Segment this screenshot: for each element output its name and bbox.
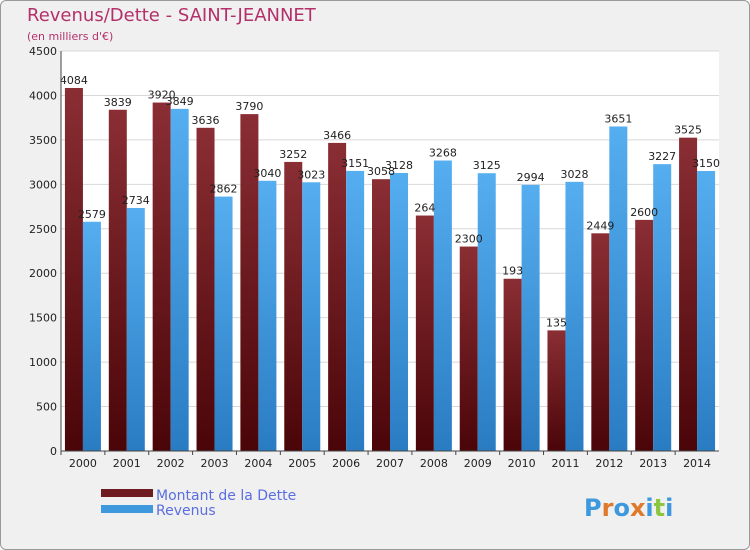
data-label-revenus: 2579 — [78, 208, 106, 221]
bar-revenus — [477, 173, 496, 451]
data-label-dette: 2449 — [586, 219, 614, 232]
x-tick-label: 2006 — [332, 457, 360, 470]
data-label-revenus: 3028 — [560, 168, 588, 181]
legend-label-dette: Montant de la Dette — [156, 488, 296, 504]
chart-subtitle: (en milliers d'€) — [27, 30, 114, 43]
x-tick-label: 2013 — [639, 457, 667, 470]
legend-swatch-dette — [101, 489, 153, 497]
chart-title: Revenus/Dette - SAINT-JEANNET — [27, 5, 316, 26]
bar-dette — [547, 330, 566, 451]
y-tick-label: 4000 — [29, 89, 57, 102]
x-tick-label: 2009 — [464, 457, 492, 470]
bar-dette — [196, 127, 215, 452]
data-label-dette: 3790 — [235, 100, 263, 113]
bar-dette — [415, 215, 434, 451]
bar-revenus — [214, 196, 233, 451]
bar-revenus — [565, 181, 584, 451]
proxiti-logo: Proxiti — [584, 494, 673, 522]
x-tick-label: 2000 — [69, 457, 97, 470]
data-label-revenus: 3849 — [166, 95, 194, 108]
bar-revenus — [609, 126, 628, 451]
bar-dette — [240, 114, 259, 451]
data-label-revenus: 3040 — [253, 167, 281, 180]
data-label-revenus: 3150 — [692, 157, 720, 170]
bar-dette — [635, 219, 654, 451]
bar-revenus — [346, 170, 365, 451]
bar-dette — [64, 87, 83, 451]
data-label-dette: 3636 — [192, 114, 220, 127]
bar-revenus — [390, 172, 408, 451]
x-tick-label: 2002 — [157, 457, 185, 470]
bar-dette — [328, 142, 347, 451]
data-label-revenus: 3128 — [385, 159, 413, 172]
x-tick-label: 2010 — [508, 457, 536, 470]
bar-dette — [459, 246, 478, 451]
data-label-dette: 3058 — [367, 165, 395, 178]
bar-revenus — [82, 221, 101, 451]
bar-revenus — [521, 184, 540, 451]
bar-revenus — [433, 160, 452, 451]
bar-dette — [503, 278, 522, 451]
data-label-dette: 3839 — [104, 96, 132, 109]
y-tick-label: 0 — [50, 445, 57, 458]
bar-revenus — [126, 207, 145, 451]
bar-dette — [372, 179, 390, 451]
y-tick-label: 3000 — [29, 178, 57, 191]
data-label-revenus: 3151 — [341, 157, 369, 170]
legend-label-revenus: Revenus — [156, 503, 216, 519]
data-label-dette: 2600 — [630, 206, 658, 219]
y-tick-label: 500 — [36, 401, 57, 414]
data-label-revenus: 3227 — [648, 150, 676, 163]
y-tick-label: 2500 — [29, 223, 57, 236]
x-tick-label: 2004 — [244, 457, 272, 470]
data-label-revenus: 3023 — [297, 168, 325, 181]
y-tick-label: 4500 — [29, 45, 57, 58]
x-tick-label: 2005 — [288, 457, 316, 470]
x-tick-label: 2012 — [595, 457, 623, 470]
x-tick-label: 2007 — [376, 457, 404, 470]
data-label-dette: 3525 — [674, 124, 702, 137]
data-label-revenus: 3268 — [429, 147, 457, 160]
data-label-revenus: 3651 — [604, 112, 632, 125]
legend-swatch-revenus — [101, 505, 153, 513]
bar-revenus — [170, 108, 189, 451]
y-tick-label: 1500 — [29, 312, 57, 325]
data-label-dette: 135 — [546, 316, 567, 329]
x-tick-label: 2001 — [113, 457, 141, 470]
bar-revenus — [653, 164, 672, 451]
bar-dette — [108, 109, 127, 451]
y-tick-label: 1000 — [29, 356, 57, 369]
x-tick-label: 2008 — [420, 457, 448, 470]
data-label-dette: 264 — [414, 202, 435, 215]
y-tick-label: 2000 — [29, 267, 57, 280]
data-label-dette: 3466 — [323, 129, 351, 142]
data-label-revenus: 2994 — [517, 171, 545, 184]
bar-revenus — [697, 171, 716, 451]
x-tick-label: 2014 — [683, 457, 711, 470]
data-label-revenus: 3125 — [473, 159, 501, 172]
data-label-dette: 193 — [502, 265, 523, 278]
data-label-dette: 3252 — [279, 148, 307, 161]
data-label-dette: 2300 — [455, 233, 483, 246]
bar-revenus — [302, 182, 321, 452]
y-tick-label: 3500 — [29, 134, 57, 147]
bar-dette — [284, 161, 303, 451]
bar-revenus — [258, 180, 277, 451]
bar-dette — [591, 233, 610, 451]
bar-dette — [152, 102, 171, 452]
data-label-dette: 4084 — [60, 74, 88, 87]
x-tick-label: 2011 — [551, 457, 579, 470]
data-label-dette: 3920 — [148, 89, 176, 102]
bar-dette — [679, 137, 698, 451]
data-label-revenus: 2734 — [122, 194, 150, 207]
data-label-revenus: 2862 — [210, 183, 238, 196]
x-tick-label: 2003 — [201, 457, 229, 470]
